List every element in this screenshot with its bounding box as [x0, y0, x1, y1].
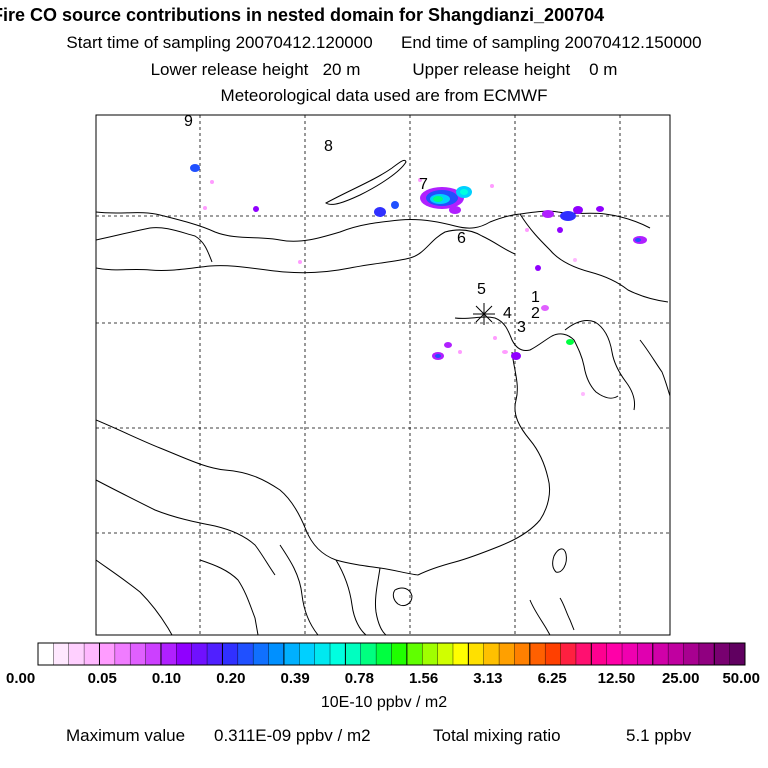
colorbar-swatch: [299, 643, 316, 665]
colorbar-swatch: [53, 643, 70, 665]
site-label-6: 6: [457, 230, 466, 247]
end-time-value: 20070412.150000: [564, 33, 702, 52]
site-labels: 1 2 3 4 5 6 7 8 9: [184, 113, 540, 336]
colorbar-tick-label: 0.05: [87, 670, 117, 687]
colorbar-tick-label: 0.78: [344, 670, 374, 687]
colorbar-tick-label: 25.00: [661, 670, 700, 687]
site-label-4: 4: [503, 305, 512, 322]
map-frame: [95, 114, 671, 636]
colorbar-swatch: [483, 643, 500, 665]
colorbar-tick-label: 0.10: [151, 670, 182, 687]
colorbar-swatch: [237, 643, 254, 665]
lower-height-label: Lower release height: [150, 60, 309, 79]
colorbar-tick-label: 0.39: [280, 670, 310, 687]
colorbar-tick-label: 1.56: [409, 670, 439, 687]
receptor-marker: [473, 303, 495, 325]
map-area: 1 2 3 4 5 6 7 8 9: [96, 113, 670, 635]
colorbar-swatch: [360, 643, 377, 665]
site-label-9: 9: [184, 113, 193, 130]
colorbar-swatch: [729, 643, 746, 665]
colorbar-swatch: [314, 643, 331, 665]
sampling-time-row: Start time of sampling 20070412.120000 E…: [0, 33, 768, 53]
lower-height-value: 20 m: [322, 60, 361, 79]
colorbar-swatch: [345, 643, 362, 665]
colorbar-swatch: [376, 643, 392, 665]
total-mixing-label: Total mixing ratio: [433, 726, 561, 745]
colorbar-tick-label: 0.00: [6, 670, 36, 687]
fire-contributions: [190, 164, 647, 396]
colorbar-swatch: [391, 643, 408, 665]
colorbar-ticks: [37, 643, 746, 665]
colorbar-swatch: [145, 643, 162, 665]
colorbar-swatch: [130, 643, 147, 665]
colorbar-swatch: [622, 643, 638, 665]
colorbar-swatch: [652, 643, 669, 665]
colorbar-swatch: [160, 643, 177, 665]
colorbar-units: 10E-10 ppbv / m2: [320, 694, 448, 711]
colorbar-swatch: [176, 643, 193, 665]
site-label-5: 5: [477, 281, 486, 298]
site-label-2: 2: [531, 305, 540, 322]
colorbar-swatch: [84, 643, 100, 665]
colorbar-swatch: [698, 643, 715, 665]
site-label-8: 8: [324, 138, 333, 155]
coastlines-borders: [96, 159, 670, 635]
colorbar-swatch: [545, 643, 562, 665]
colorbar-swatch: [68, 643, 85, 665]
colorbar-swatch: [114, 643, 131, 665]
colorbar-swatch: [191, 643, 208, 665]
colorbar-swatch: [714, 643, 731, 665]
met-data-note: Meteorological data used are from ECMWF: [220, 86, 548, 105]
colorbar: [37, 642, 746, 666]
colorbar-swatch: [683, 643, 700, 665]
colorbar-tick-label: 0.20: [216, 670, 246, 687]
release-height-row: Lower release height 20 m Upper release …: [0, 60, 768, 80]
colorbar-swatch: [268, 643, 285, 665]
max-value-label: Maximum value: [66, 726, 186, 745]
colorbar-swatch: [222, 643, 239, 665]
colorbar-swatch: [468, 643, 485, 665]
colorbar-swatch: [437, 643, 454, 665]
colorbar-swatch: [560, 643, 577, 665]
site-label-1: 1: [531, 289, 540, 306]
colorbar-tick-label: 12.50: [597, 670, 636, 687]
colorbar-swatch: [606, 643, 623, 665]
end-time-label: End time of sampling: [401, 33, 560, 52]
site-label-3: 3: [517, 319, 526, 336]
colorbar-swatch: [99, 643, 116, 665]
total-mixing-value: 5.1 ppbv: [626, 726, 692, 745]
site-label-7: 7: [419, 176, 428, 193]
colorbar-swatch: [452, 643, 469, 665]
map-title: Fire CO source contributions in nested d…: [0, 5, 605, 25]
graticule: [96, 115, 670, 635]
colorbar-swatch: [38, 643, 54, 665]
colorbar-swatch: [514, 643, 531, 665]
colorbar-swatch: [637, 643, 654, 665]
colorbar-swatch: [422, 643, 439, 665]
colorbar-swatch: [499, 643, 515, 665]
colorbar-tick-label: 6.25: [537, 670, 567, 687]
colorbar-tick-label: 50.00: [722, 670, 760, 687]
upper-height-value: 0 m: [589, 60, 618, 79]
start-time-value: 20070412.120000: [235, 33, 373, 52]
colorbar-swatch: [668, 643, 685, 665]
colorbar-swatch: [575, 643, 592, 665]
colorbar-swatch: [529, 643, 546, 665]
upper-height-label: Upper release height: [412, 60, 571, 79]
start-time-label: Start time of sampling: [66, 33, 231, 52]
colorbar-swatch: [330, 643, 346, 665]
colorbar-swatch: [207, 643, 223, 665]
colorbar-swatch: [283, 643, 300, 665]
colorbar-swatch: [253, 643, 270, 665]
colorbar-tick-label: 3.13: [473, 670, 503, 687]
colorbar-swatch: [406, 643, 423, 665]
colorbar-swatch: [591, 643, 608, 665]
max-value: 0.311E-09 ppbv / m2: [214, 726, 371, 745]
